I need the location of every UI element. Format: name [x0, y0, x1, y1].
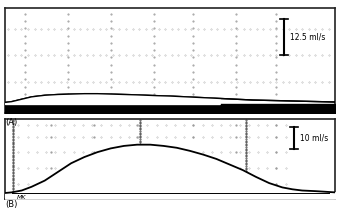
- Text: 10 ml/s: 10 ml/s: [300, 134, 328, 143]
- Text: (A): (A): [5, 118, 17, 127]
- Text: 12.5 ml/s: 12.5 ml/s: [290, 33, 325, 42]
- Text: (B): (B): [5, 200, 17, 209]
- Text: MK: MK: [17, 195, 26, 200]
